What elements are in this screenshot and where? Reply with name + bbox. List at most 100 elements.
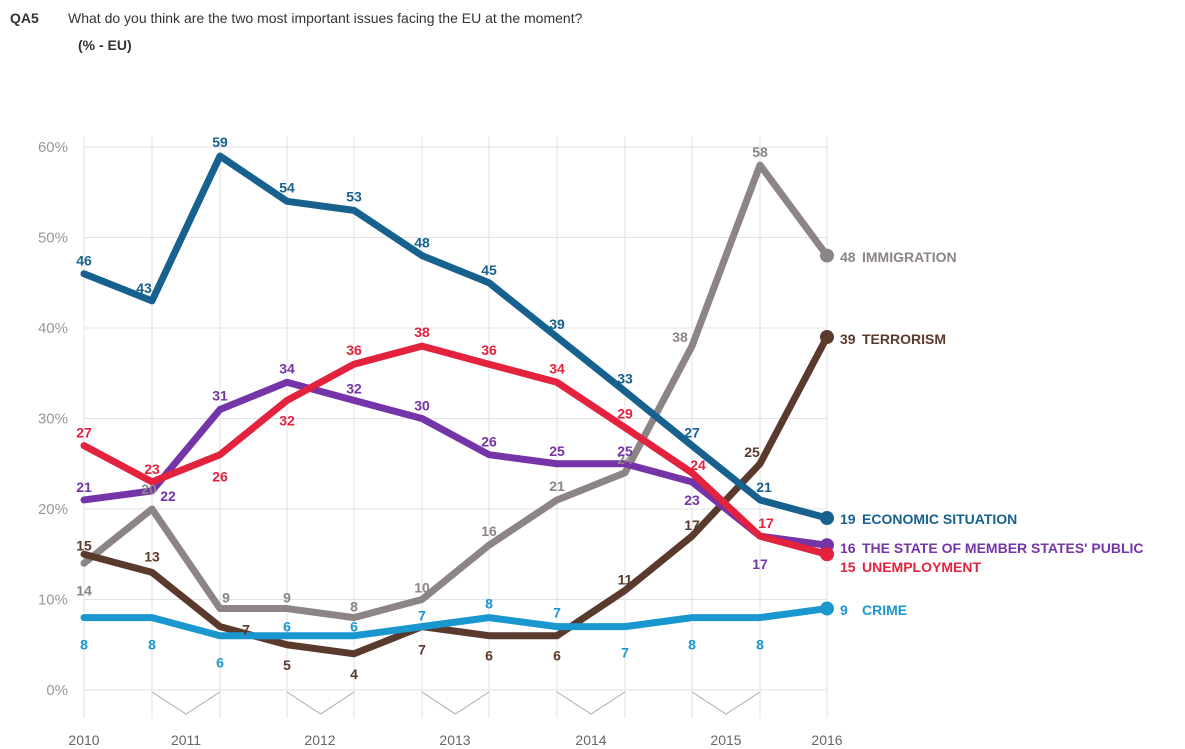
data-label: 23 bbox=[684, 492, 700, 508]
year-bracket bbox=[421, 691, 490, 715]
y-tick-label: 20% bbox=[38, 501, 68, 518]
x-year-label: 2015 bbox=[710, 732, 741, 748]
y-tick-label: 0% bbox=[46, 682, 68, 699]
series-end-dot bbox=[820, 547, 834, 562]
series-end-value: 15 bbox=[840, 559, 856, 575]
data-label: 36 bbox=[481, 342, 497, 358]
y-tick-label: 50% bbox=[38, 230, 68, 247]
data-label: 13 bbox=[144, 548, 160, 564]
series-end-value: 19 bbox=[840, 511, 856, 527]
x-year-label: 2012 bbox=[304, 732, 335, 748]
data-label: 4 bbox=[350, 666, 358, 682]
year-bracket bbox=[151, 691, 221, 715]
y-tick-label: 60% bbox=[38, 139, 68, 156]
data-label: 32 bbox=[279, 412, 295, 428]
series-end-dot bbox=[820, 330, 834, 345]
data-label: 38 bbox=[672, 329, 688, 345]
data-label: 31 bbox=[212, 387, 228, 403]
series-end-value: 9 bbox=[840, 602, 848, 618]
x-year-label: 2013 bbox=[439, 732, 470, 748]
data-label: 33 bbox=[617, 370, 633, 386]
data-label: 25 bbox=[549, 443, 565, 459]
series-line bbox=[80, 333, 831, 658]
data-label: 48 bbox=[414, 235, 430, 251]
series-line bbox=[80, 342, 831, 558]
series-lines bbox=[80, 152, 834, 658]
data-label: 14 bbox=[76, 582, 92, 598]
series-name-label: IMMIGRATION bbox=[862, 249, 957, 265]
data-label: 15 bbox=[76, 537, 92, 553]
data-label: 25 bbox=[617, 443, 633, 459]
data-label: 59 bbox=[212, 134, 228, 150]
year-bracket bbox=[556, 691, 626, 715]
data-label: 29 bbox=[617, 406, 633, 422]
question-text: What do you think are the two most impor… bbox=[68, 10, 583, 26]
data-label: 17 bbox=[758, 515, 774, 531]
data-label: 34 bbox=[279, 360, 295, 376]
data-label: 8 bbox=[80, 637, 88, 653]
data-label: 7 bbox=[418, 642, 426, 658]
y-tick-label: 10% bbox=[38, 592, 68, 609]
data-label: 6 bbox=[283, 619, 291, 635]
data-label: 24 bbox=[617, 451, 633, 467]
data-label: 17 bbox=[684, 517, 700, 533]
series-end-dot bbox=[820, 248, 834, 263]
series-name-label: THE STATE OF MEMBER STATES' PUBLIC bbox=[862, 540, 1144, 556]
data-label: 8 bbox=[148, 637, 156, 653]
data-label: 26 bbox=[481, 434, 497, 450]
x-year-label: 2011 bbox=[171, 732, 201, 748]
chart-subtitle: (% - EU) bbox=[78, 37, 132, 53]
data-label: 20 bbox=[141, 481, 157, 497]
x-year-label: 2014 bbox=[575, 732, 606, 748]
data-label: 38 bbox=[414, 324, 430, 340]
data-label: 16 bbox=[481, 523, 497, 539]
data-label: 8 bbox=[485, 596, 493, 612]
data-label: 27 bbox=[684, 425, 700, 441]
y-tick-label: 30% bbox=[38, 411, 68, 428]
series-end-value: 16 bbox=[840, 540, 856, 556]
series-line bbox=[80, 378, 831, 549]
data-label: 36 bbox=[346, 342, 362, 358]
series-end-value: 48 bbox=[840, 249, 856, 265]
data-label: 23 bbox=[144, 461, 160, 477]
data-label: 9 bbox=[283, 590, 291, 606]
data-label: 46 bbox=[76, 253, 92, 269]
series-end-dot bbox=[820, 511, 834, 526]
series-line bbox=[80, 152, 831, 522]
data-label: 22 bbox=[160, 488, 176, 504]
data-label: 32 bbox=[346, 380, 362, 396]
data-label: 6 bbox=[485, 648, 493, 664]
x-year-label: 2016 bbox=[811, 732, 842, 748]
data-label: 26 bbox=[212, 469, 228, 485]
data-label: 7 bbox=[418, 608, 426, 624]
question-number: QA5 bbox=[10, 10, 39, 26]
data-label: 10 bbox=[414, 580, 430, 596]
data-label: 43 bbox=[136, 280, 152, 296]
data-label: 6 bbox=[216, 655, 224, 671]
data-label: 7 bbox=[242, 622, 250, 638]
data-label: 6 bbox=[553, 648, 561, 664]
data-label: 8 bbox=[756, 637, 764, 653]
y-tick-label: 40% bbox=[38, 320, 68, 337]
year-bracket bbox=[691, 691, 761, 715]
data-label: 21 bbox=[549, 478, 565, 494]
data-label: 11 bbox=[618, 571, 633, 587]
data-label: 7 bbox=[621, 645, 629, 661]
data-label: 7 bbox=[553, 605, 561, 621]
data-label: 27 bbox=[76, 425, 92, 441]
data-label: 34 bbox=[549, 360, 565, 376]
series-line bbox=[80, 161, 831, 622]
data-label: 9 bbox=[222, 590, 230, 606]
data-label: 45 bbox=[481, 262, 497, 278]
data-label: 25 bbox=[744, 444, 760, 460]
data-label: 6 bbox=[350, 619, 358, 635]
data-label: 58 bbox=[752, 144, 768, 160]
data-label: 21 bbox=[756, 479, 772, 495]
series-line bbox=[80, 605, 831, 640]
data-label: 8 bbox=[688, 637, 696, 653]
data-label: 30 bbox=[414, 398, 430, 414]
series-name-label: CRIME bbox=[862, 602, 907, 618]
series-name-label: UNEMPLOYMENT bbox=[862, 559, 981, 575]
axes: 0%10%20%30%40%50%60%2010 2011 2012 2013 2014… bbox=[38, 139, 843, 748]
